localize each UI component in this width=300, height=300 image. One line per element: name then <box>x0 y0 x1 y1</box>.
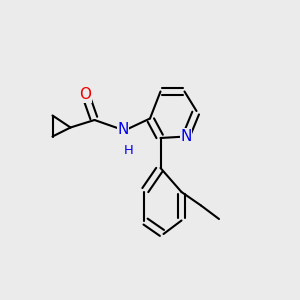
Text: H: H <box>124 143 134 157</box>
Text: O: O <box>80 87 92 102</box>
Text: N: N <box>180 129 192 144</box>
Text: N: N <box>117 122 129 136</box>
